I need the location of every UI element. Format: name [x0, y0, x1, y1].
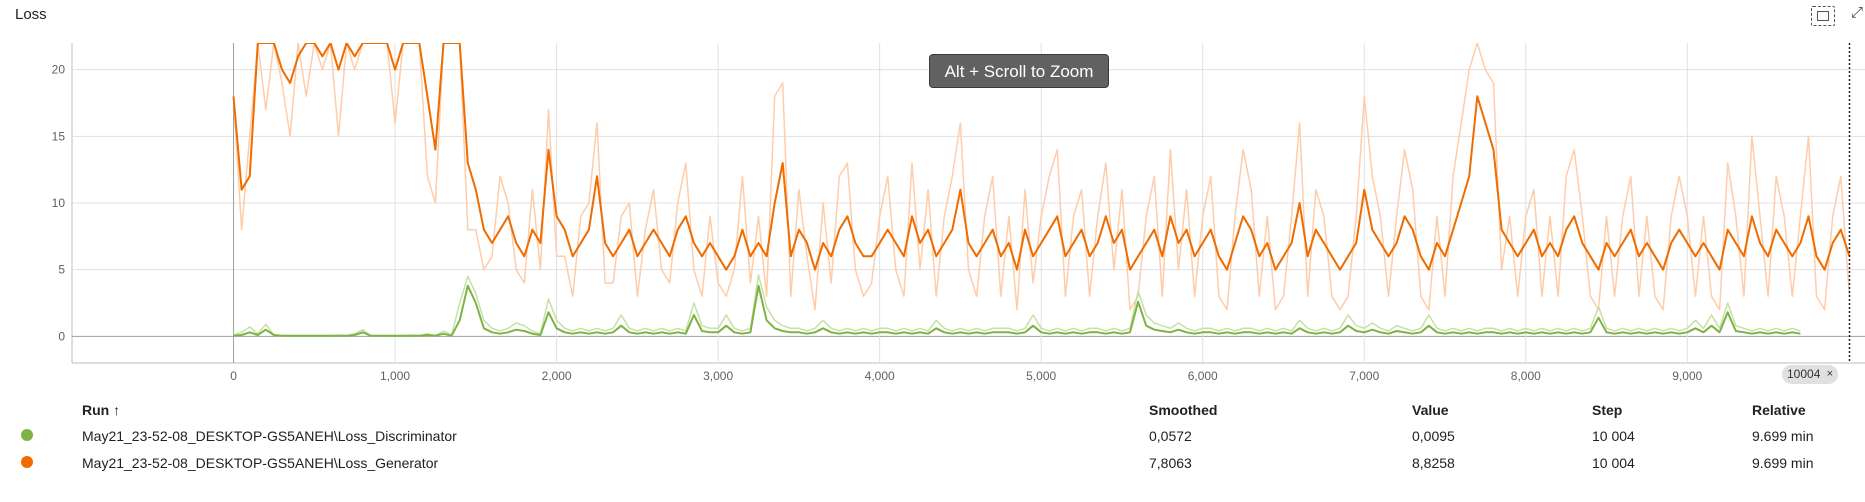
- x-tick-label: 3,000: [703, 369, 733, 383]
- legend-step: 10 004: [1592, 427, 1635, 444]
- legend-header-relative[interactable]: Relative: [1752, 401, 1806, 418]
- legend-value: 8,8258: [1412, 454, 1455, 471]
- fit-to-data-icon[interactable]: [1811, 6, 1835, 26]
- x-tick-label: 7,000: [1349, 369, 1379, 383]
- legend-header-value[interactable]: Value: [1412, 401, 1449, 418]
- legend-smoothed-value: 7,8063: [1149, 454, 1192, 471]
- series-color-dot: [21, 455, 33, 468]
- series-lines: [232, 43, 1851, 337]
- legend-row[interactable]: May21_23-52-08_DESKTOP-GS5ANEH\Loss_Gene…: [0, 449, 1852, 476]
- legend-color-cell: [0, 449, 82, 476]
- x-axis-ticks: 0 1,000 2,000 3,000 4,000 5,000 6,000 7,000 8,00…: [230, 369, 1702, 383]
- series-smoothed-line: [232, 43, 1851, 271]
- x-tick-label: 9,000: [1672, 369, 1702, 383]
- zoom-hint-tooltip: Alt + Scroll to Zoom: [929, 54, 1109, 88]
- legend-value: 0,0095: [1412, 427, 1455, 444]
- series-raw-line: [232, 43, 1851, 311]
- x-tick-label: 1,000: [380, 369, 410, 383]
- x-tick-label: 8,000: [1511, 369, 1541, 383]
- legend-step: 10 004: [1592, 454, 1635, 471]
- legend-relative: 9.699 min: [1752, 427, 1814, 444]
- y-tick-label: 5: [58, 263, 65, 277]
- y-tick-label: 0: [58, 329, 65, 343]
- legend-header-smoothed[interactable]: Smoothed: [1149, 401, 1218, 418]
- series-smoothed-line: [233, 284, 1801, 337]
- x-tick-label: 6,000: [1188, 369, 1218, 383]
- y-tick-label: 10: [52, 196, 66, 210]
- legend-table: Run ↑ Smoothed Value Step Relative May21…: [0, 397, 1852, 476]
- legend-header-run[interactable]: Run ↑: [82, 401, 121, 418]
- legend-color-cell: [0, 422, 82, 449]
- series-color-dot: [21, 428, 33, 441]
- legend-relative: 9.699 min: [1752, 454, 1814, 471]
- legend-header-color: [0, 397, 82, 422]
- step-chip-label: 10004: [1787, 367, 1821, 381]
- y-axis-ticks: 0 5 10 15 20: [52, 63, 66, 344]
- legend-header-step[interactable]: Step: [1592, 401, 1623, 418]
- x-tick-label: 0: [230, 369, 237, 383]
- step-chip[interactable]: 10004 ×: [1782, 365, 1838, 384]
- x-tick-label: 2,000: [542, 369, 572, 383]
- close-icon[interactable]: ×: [1826, 368, 1833, 380]
- legend-smoothed-value: 0,0572: [1149, 427, 1192, 444]
- expand-icon[interactable]: ⤢: [1851, 4, 1864, 21]
- y-tick-label: 20: [52, 63, 66, 77]
- y-tick-label: 15: [52, 129, 66, 143]
- legend-run-name: May21_23-52-08_DESKTOP-GS5ANEH\Loss_Disc…: [82, 427, 457, 444]
- legend-run-name: May21_23-52-08_DESKTOP-GS5ANEH\Loss_Gene…: [82, 454, 439, 471]
- series-raw-line: [233, 274, 1801, 337]
- legend-header-row: Run ↑ Smoothed Value Step Relative: [0, 397, 1852, 422]
- x-tick-label: 5,000: [1026, 369, 1056, 383]
- legend-row[interactable]: May21_23-52-08_DESKTOP-GS5ANEH\Loss_Disc…: [0, 422, 1852, 449]
- x-tick-label: 4,000: [865, 369, 895, 383]
- card-title: Loss: [15, 6, 47, 23]
